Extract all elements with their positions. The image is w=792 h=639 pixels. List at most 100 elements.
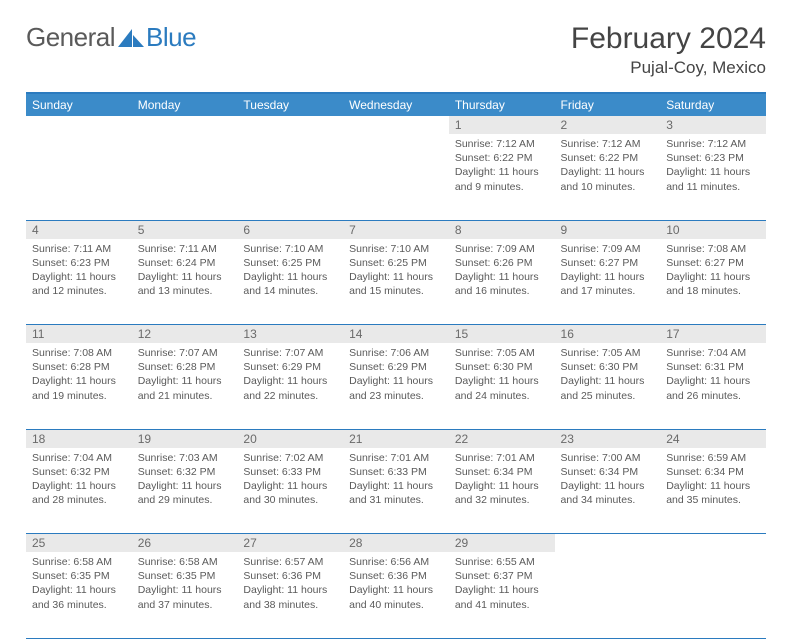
- day-details: Sunrise: 7:05 AMSunset: 6:30 PMDaylight:…: [449, 343, 555, 407]
- day-details: Sunrise: 7:07 AMSunset: 6:29 PMDaylight:…: [237, 343, 343, 407]
- day-number-cell: [26, 116, 132, 134]
- day-number-cell: 2: [555, 116, 661, 134]
- day-body-cell: Sunrise: 7:07 AMSunset: 6:29 PMDaylight:…: [237, 343, 343, 429]
- day-number-cell: 19: [132, 429, 238, 448]
- day-number-row: 11121314151617: [26, 325, 766, 344]
- day-details: Sunrise: 7:12 AMSunset: 6:22 PMDaylight:…: [449, 134, 555, 198]
- day-body-cell: [26, 134, 132, 220]
- day-body-cell: Sunrise: 7:09 AMSunset: 6:26 PMDaylight:…: [449, 239, 555, 325]
- day-number-cell: 23: [555, 429, 661, 448]
- day-body-cell: Sunrise: 7:05 AMSunset: 6:30 PMDaylight:…: [555, 343, 661, 429]
- day-number-cell: 15: [449, 325, 555, 344]
- day-number-cell: 13: [237, 325, 343, 344]
- day-body-cell: [343, 134, 449, 220]
- day-header: Saturday: [660, 93, 766, 116]
- day-header: Friday: [555, 93, 661, 116]
- location: Pujal-Coy, Mexico: [571, 58, 766, 78]
- day-body-cell: Sunrise: 7:09 AMSunset: 6:27 PMDaylight:…: [555, 239, 661, 325]
- day-body-cell: [132, 134, 238, 220]
- day-details: Sunrise: 7:01 AMSunset: 6:33 PMDaylight:…: [343, 448, 449, 512]
- calendar-table: SundayMondayTuesdayWednesdayThursdayFrid…: [26, 92, 766, 639]
- day-number-cell: 10: [660, 220, 766, 239]
- day-body-cell: [660, 552, 766, 638]
- day-number-cell: 16: [555, 325, 661, 344]
- day-body-cell: Sunrise: 7:01 AMSunset: 6:33 PMDaylight:…: [343, 448, 449, 534]
- day-number-cell: [343, 116, 449, 134]
- day-body-cell: Sunrise: 7:10 AMSunset: 6:25 PMDaylight:…: [237, 239, 343, 325]
- day-body-row: Sunrise: 7:11 AMSunset: 6:23 PMDaylight:…: [26, 239, 766, 325]
- day-body-cell: Sunrise: 7:12 AMSunset: 6:22 PMDaylight:…: [449, 134, 555, 220]
- day-number-cell: 3: [660, 116, 766, 134]
- day-body-cell: Sunrise: 6:59 AMSunset: 6:34 PMDaylight:…: [660, 448, 766, 534]
- day-body-cell: Sunrise: 6:56 AMSunset: 6:36 PMDaylight:…: [343, 552, 449, 638]
- day-details: Sunrise: 7:11 AMSunset: 6:23 PMDaylight:…: [26, 239, 132, 303]
- day-number-cell: 20: [237, 429, 343, 448]
- month-title: February 2024: [571, 22, 766, 56]
- day-details: Sunrise: 6:55 AMSunset: 6:37 PMDaylight:…: [449, 552, 555, 616]
- day-number-row: 45678910: [26, 220, 766, 239]
- title-block: February 2024 Pujal-Coy, Mexico: [571, 22, 766, 78]
- day-details: Sunrise: 7:10 AMSunset: 6:25 PMDaylight:…: [237, 239, 343, 303]
- day-body-cell: [555, 552, 661, 638]
- logo-text-blue: Blue: [146, 22, 196, 53]
- day-number-cell: 1: [449, 116, 555, 134]
- day-header: Monday: [132, 93, 238, 116]
- day-details: Sunrise: 7:05 AMSunset: 6:30 PMDaylight:…: [555, 343, 661, 407]
- day-number-cell: 29: [449, 534, 555, 553]
- day-body-cell: Sunrise: 6:55 AMSunset: 6:37 PMDaylight:…: [449, 552, 555, 638]
- logo-text-general: General: [26, 22, 115, 53]
- day-number-cell: 25: [26, 534, 132, 553]
- day-details: Sunrise: 6:57 AMSunset: 6:36 PMDaylight:…: [237, 552, 343, 616]
- day-body-cell: Sunrise: 7:01 AMSunset: 6:34 PMDaylight:…: [449, 448, 555, 534]
- day-body-cell: Sunrise: 7:04 AMSunset: 6:31 PMDaylight:…: [660, 343, 766, 429]
- day-details: Sunrise: 7:09 AMSunset: 6:27 PMDaylight:…: [555, 239, 661, 303]
- header: General Blue February 2024 Pujal-Coy, Me…: [26, 22, 766, 78]
- day-number-cell: 5: [132, 220, 238, 239]
- day-number-cell: 24: [660, 429, 766, 448]
- day-body-cell: Sunrise: 7:05 AMSunset: 6:30 PMDaylight:…: [449, 343, 555, 429]
- day-header: Wednesday: [343, 93, 449, 116]
- day-header: Tuesday: [237, 93, 343, 116]
- day-number-cell: 18: [26, 429, 132, 448]
- day-number-row: 18192021222324: [26, 429, 766, 448]
- day-details: Sunrise: 7:12 AMSunset: 6:23 PMDaylight:…: [660, 134, 766, 198]
- day-details: Sunrise: 7:08 AMSunset: 6:27 PMDaylight:…: [660, 239, 766, 303]
- day-number-cell: 26: [132, 534, 238, 553]
- day-number-row: 123: [26, 116, 766, 134]
- calendar-body: 123Sunrise: 7:12 AMSunset: 6:22 PMDaylig…: [26, 116, 766, 638]
- day-header: Sunday: [26, 93, 132, 116]
- day-body-cell: Sunrise: 7:08 AMSunset: 6:28 PMDaylight:…: [26, 343, 132, 429]
- day-number-cell: 6: [237, 220, 343, 239]
- logo-sail-icon: [118, 29, 144, 47]
- day-body-cell: Sunrise: 7:06 AMSunset: 6:29 PMDaylight:…: [343, 343, 449, 429]
- day-number-cell: 22: [449, 429, 555, 448]
- day-number-cell: 12: [132, 325, 238, 344]
- day-details: Sunrise: 7:11 AMSunset: 6:24 PMDaylight:…: [132, 239, 238, 303]
- day-details: Sunrise: 6:56 AMSunset: 6:36 PMDaylight:…: [343, 552, 449, 616]
- day-body-cell: Sunrise: 7:02 AMSunset: 6:33 PMDaylight:…: [237, 448, 343, 534]
- day-number-cell: 9: [555, 220, 661, 239]
- day-details: Sunrise: 7:00 AMSunset: 6:34 PMDaylight:…: [555, 448, 661, 512]
- day-details: Sunrise: 7:10 AMSunset: 6:25 PMDaylight:…: [343, 239, 449, 303]
- day-body-cell: Sunrise: 7:10 AMSunset: 6:25 PMDaylight:…: [343, 239, 449, 325]
- day-body-cell: Sunrise: 7:07 AMSunset: 6:28 PMDaylight:…: [132, 343, 238, 429]
- day-body-row: Sunrise: 7:12 AMSunset: 6:22 PMDaylight:…: [26, 134, 766, 220]
- day-number-cell: 17: [660, 325, 766, 344]
- day-number-cell: 28: [343, 534, 449, 553]
- day-details: Sunrise: 7:02 AMSunset: 6:33 PMDaylight:…: [237, 448, 343, 512]
- day-body-cell: Sunrise: 7:11 AMSunset: 6:24 PMDaylight:…: [132, 239, 238, 325]
- day-number-cell: 21: [343, 429, 449, 448]
- day-body-cell: Sunrise: 7:00 AMSunset: 6:34 PMDaylight:…: [555, 448, 661, 534]
- day-body-row: Sunrise: 7:08 AMSunset: 6:28 PMDaylight:…: [26, 343, 766, 429]
- day-body-cell: [237, 134, 343, 220]
- day-number-row: 2526272829: [26, 534, 766, 553]
- day-number-cell: 8: [449, 220, 555, 239]
- day-number-cell: 27: [237, 534, 343, 553]
- day-details: Sunrise: 7:04 AMSunset: 6:32 PMDaylight:…: [26, 448, 132, 512]
- day-details: Sunrise: 7:01 AMSunset: 6:34 PMDaylight:…: [449, 448, 555, 512]
- day-details: Sunrise: 7:03 AMSunset: 6:32 PMDaylight:…: [132, 448, 238, 512]
- day-body-cell: Sunrise: 7:12 AMSunset: 6:22 PMDaylight:…: [555, 134, 661, 220]
- day-body-cell: Sunrise: 7:11 AMSunset: 6:23 PMDaylight:…: [26, 239, 132, 325]
- day-number-cell: 11: [26, 325, 132, 344]
- day-body-cell: Sunrise: 7:03 AMSunset: 6:32 PMDaylight:…: [132, 448, 238, 534]
